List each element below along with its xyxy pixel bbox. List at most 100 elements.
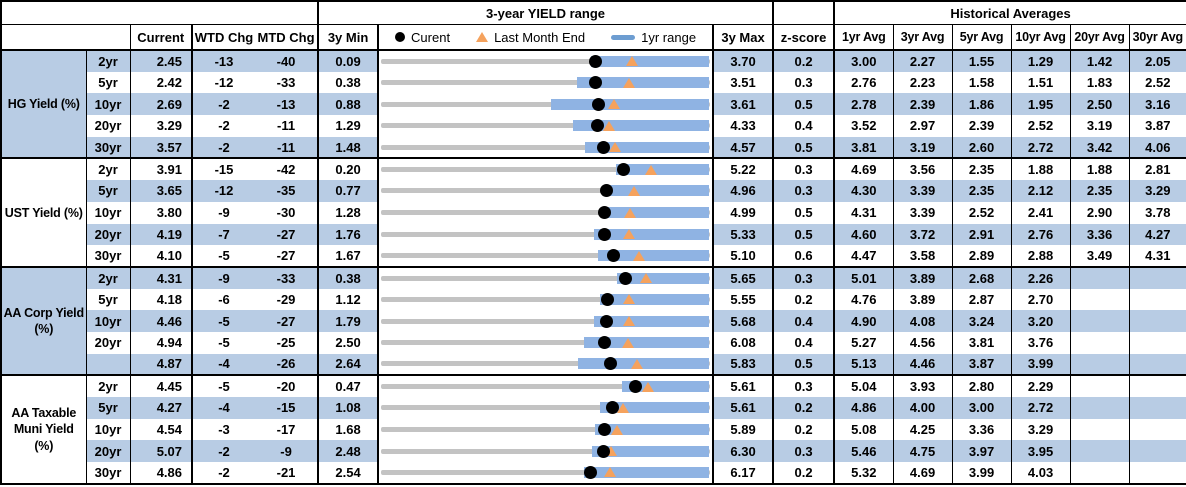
current-marker-icon — [597, 444, 611, 458]
avg-3yr-cell: 4.25 — [893, 418, 953, 441]
max-3y-cell: 5.55 — [713, 288, 775, 311]
tenor-cell: 10yr — [86, 418, 131, 441]
zscore-cell: 0.3 — [773, 180, 836, 202]
last-month-end-marker-icon — [624, 207, 637, 218]
wtd-chg-cell: -3 — [218, 422, 230, 438]
zscore-cell: 0.5 — [773, 136, 836, 159]
avg-10yr-cell: 2.72 — [1011, 397, 1071, 419]
avg-5yr-cell: 2.35 — [952, 180, 1012, 202]
mtd-chg-cell: -25 — [255, 331, 320, 354]
avg-5yr-cell: 2.52 — [952, 201, 1012, 224]
avg-5yr-cell: 1.58 — [952, 71, 1012, 94]
range-chart-cell — [378, 93, 715, 116]
max-3y-cell: 4.57 — [713, 136, 775, 159]
range-1yr-bar — [599, 402, 709, 414]
wtd-chg-cell: -5 — [192, 310, 255, 332]
tenor-cell: 20yr — [86, 223, 131, 246]
full-range-track — [381, 188, 711, 194]
full-range-track — [381, 361, 711, 367]
min-3y-cell: 0.20 — [318, 157, 380, 181]
avg-30yr-cell — [1129, 332, 1186, 354]
table-row: 20yr 5.07 -2 -9 2.48 6.30 0.3 5.46 4.75 … — [1, 440, 1186, 463]
current-cell: 4.86 — [130, 462, 193, 484]
last-month-end-marker-icon — [641, 381, 654, 392]
avg-1yr-cell: 4.47 — [834, 245, 894, 267]
avg-3yr-cell: 2.97 — [893, 115, 953, 137]
current-cell: 3.65 — [130, 180, 193, 202]
current-marker-icon — [617, 163, 631, 177]
mtd-chg-cell: -29 — [255, 288, 320, 311]
legend-item-current: Curent — [395, 30, 450, 45]
current-marker-icon — [604, 357, 617, 371]
zscore-cell: 0.2 — [773, 288, 836, 311]
last-month-end-marker-icon — [621, 337, 634, 348]
current-cell: 4.31 — [130, 265, 193, 289]
range-chart-cell — [378, 418, 715, 441]
avg-20yr-cell — [1070, 440, 1130, 463]
max-3y-cell: 3.61 — [713, 93, 775, 116]
range-chart-cell — [378, 397, 715, 419]
current-cell: 4.19 — [130, 223, 193, 246]
min-3y-cell: 1.48 — [318, 136, 380, 159]
zscore-cell: 0.5 — [773, 223, 836, 246]
avg-10yr-cell: 3.76 — [1011, 331, 1071, 354]
avg-20yr-cell — [1070, 418, 1130, 441]
zscore-cell: 0.4 — [773, 310, 836, 332]
col-header-mtd-chg: MTD Chg — [257, 29, 315, 45]
tenor-cell: 2yr — [86, 157, 131, 181]
avg-10yr-cell: 1.95 — [1011, 93, 1071, 116]
avg-3yr-cell: 3.39 — [893, 201, 953, 224]
avg-3yr-cell: 3.89 — [893, 288, 953, 311]
avg-5yr-cell: 2.87 — [952, 288, 1012, 311]
avg-5yr-cell: 3.81 — [952, 331, 1012, 354]
last-month-end-marker-icon — [623, 316, 636, 327]
avg-1yr-cell: 2.78 — [834, 93, 894, 116]
max-3y-cell: 6.17 — [713, 462, 775, 484]
mtd-chg-cell: -27 — [255, 245, 320, 267]
avg-20yr-cell — [1070, 310, 1130, 332]
avg-20yr-cell: 2.35 — [1070, 180, 1130, 202]
range-chart-cell — [378, 201, 715, 224]
wtd-chg-cell: -12 — [214, 75, 234, 91]
last-month-end-marker-icon — [640, 273, 653, 284]
avg-10yr-cell: 2.88 — [1011, 245, 1071, 267]
zscore-cell: 0.2 — [773, 462, 836, 484]
full-range-track — [381, 80, 711, 86]
last-month-end-triangle-icon — [476, 32, 489, 42]
legend-item-last-month: Last Month End — [476, 30, 585, 45]
avg-20yr-cell: 3.42 — [1070, 136, 1130, 159]
avg-1yr-cell: 4.76 — [834, 288, 894, 311]
current-cell: 3.91 — [130, 157, 193, 181]
min-3y-cell: 1.08 — [318, 397, 380, 419]
legend-last-month-label: Last Month End — [494, 29, 586, 45]
min-3y-cell: 0.09 — [318, 49, 380, 72]
range-chart-cell — [378, 180, 715, 202]
avg-3yr-cell: 2.27 — [893, 49, 953, 72]
min-3y-cell: 2.48 — [318, 440, 380, 463]
current-marker-icon — [598, 336, 612, 350]
avg-1yr-cell: 5.46 — [834, 440, 894, 463]
col-header-wtd-chg: WTD Chg — [194, 29, 254, 45]
avg-5yr-cell: 3.97 — [952, 440, 1012, 463]
wtd-chg-cell: -2 — [218, 118, 230, 134]
tenor-cell: 30yr — [86, 245, 131, 267]
avg-1yr-cell: 3.00 — [834, 49, 894, 72]
avg-3yr-cell: 4.69 — [893, 462, 953, 484]
wtd-chg-cell: -5 — [218, 335, 230, 351]
range-chart-cell — [378, 288, 715, 311]
range-1yr-bar — [583, 337, 709, 349]
min-3y-cell: 1.76 — [318, 223, 380, 246]
max-3y-cell: 6.30 — [713, 440, 775, 463]
table-body: HG Yield (%) 2yr 2.45 -13 -40 0.09 3.70 0… — [1, 48, 1186, 484]
avg-10yr-cell: 2.52 — [1011, 115, 1071, 137]
current-marker-icon — [628, 380, 642, 394]
mtd-chg-cell: -17 — [255, 418, 320, 441]
avg-3yr-cell: 3.39 — [893, 180, 953, 202]
zscore-cell: 0.6 — [773, 245, 836, 267]
mtd-chg-cell: -21 — [255, 462, 320, 484]
max-3y-cell: 3.70 — [713, 49, 775, 72]
range-1yr-bar — [615, 164, 709, 176]
wtd-chg-cell: -4 — [192, 353, 255, 376]
mtd-chg-cell: -40 — [255, 49, 320, 72]
